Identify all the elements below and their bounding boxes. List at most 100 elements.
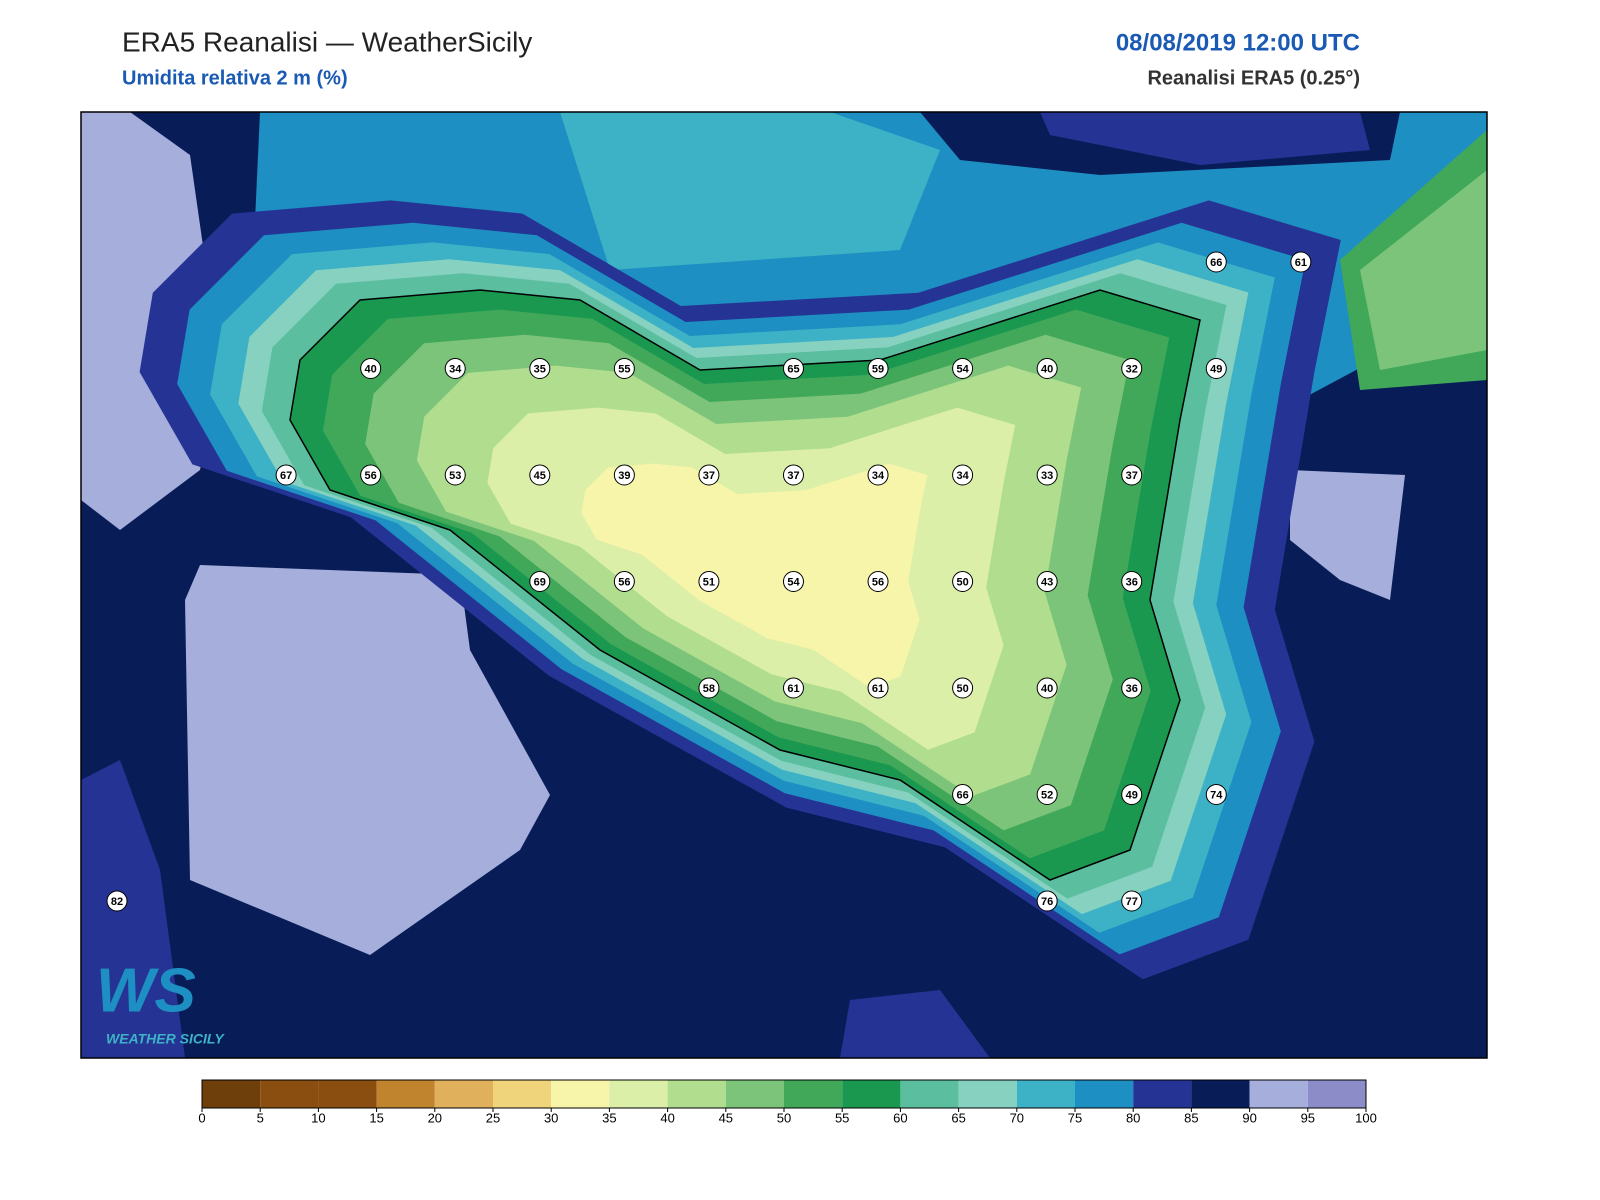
colorbar-tick-label: 30 (544, 1110, 558, 1125)
grid-value: 58 (703, 683, 715, 695)
logo-caption: WEATHER SICILY (106, 1031, 225, 1047)
grid-point (1205, 251, 1227, 273)
colorbar-tick-label: 60 (893, 1110, 907, 1125)
grid-point (1121, 677, 1143, 699)
grid-value: 56 (872, 576, 884, 588)
grid-point (952, 464, 974, 486)
grid-value: 61 (787, 683, 799, 695)
logo-mark: WS (96, 956, 196, 1025)
grid-value: 76 (1041, 896, 1053, 908)
colorbar-segment (260, 1080, 319, 1108)
colorbar-segment (318, 1080, 377, 1108)
grid-point (698, 571, 720, 592)
grid-point (698, 464, 720, 486)
grid-point (1290, 251, 1312, 273)
grid-point (1205, 358, 1227, 379)
grid-point (529, 358, 551, 379)
grid-point (1036, 571, 1058, 592)
colorbar-segment (551, 1080, 610, 1108)
grid-point (1121, 571, 1143, 592)
grid-value: 66 (956, 789, 968, 801)
colorbar-tick-label: 100 (1355, 1110, 1377, 1125)
grid-point (613, 571, 635, 592)
colorbar-segment (958, 1080, 1017, 1108)
grid-value: 51 (703, 576, 715, 588)
colorbar-tick-label: 0 (198, 1110, 205, 1125)
humidity-band (581, 463, 928, 688)
grid-point (1036, 784, 1058, 805)
map-frame (80, 111, 1488, 1059)
colorbar-tick-label: 25 (486, 1110, 500, 1125)
humid-area (1290, 470, 1405, 600)
grid-point (952, 677, 974, 699)
grid-value: 50 (956, 576, 968, 588)
colorbar-segment (1191, 1080, 1250, 1108)
grid-point (444, 358, 466, 379)
grid-value: 56 (365, 470, 377, 482)
colorbar-segment (434, 1080, 493, 1108)
grid-value: 45 (534, 470, 546, 482)
grid-point (1036, 358, 1058, 379)
grid-value: 34 (449, 363, 462, 375)
grid-value: 37 (787, 470, 799, 482)
colorbar-tick-label: 35 (602, 1110, 616, 1125)
grid-value: 65 (787, 363, 799, 375)
grid-value: 53 (449, 470, 461, 482)
colorbar-segment (784, 1080, 843, 1108)
grid-value: 40 (365, 363, 377, 375)
grid-value: 67 (280, 470, 292, 482)
grid-value: 43 (1041, 576, 1053, 588)
colorbar-tick-label: 40 (660, 1110, 674, 1125)
grid-point (698, 677, 720, 699)
grid-point (952, 571, 974, 592)
grid-value: 49 (1210, 363, 1222, 375)
colorbar-segment (1307, 1080, 1366, 1108)
grid-point (1205, 784, 1227, 805)
grid-point (782, 358, 804, 379)
grid-point (1121, 464, 1143, 486)
grid-value: 54 (956, 363, 969, 375)
humid-area (81, 760, 185, 1058)
grid-point (867, 358, 889, 379)
humid-area (1040, 112, 1370, 165)
grid-value: 59 (872, 363, 884, 375)
grid-point (106, 890, 128, 912)
colorbar-tick-label: 70 (1010, 1110, 1024, 1125)
colorbar-segment (609, 1080, 668, 1108)
coastline (289, 289, 1201, 881)
grid-value: 50 (956, 683, 968, 695)
colorbar-tick-label: 20 (428, 1110, 442, 1125)
grid-point (360, 358, 382, 379)
map: 66 61 40 34 35 55 65 59 54 40 32 49 67 56 53 45 39 37 37 34… (81, 112, 1487, 1058)
title: ERA5 Reanalisi — WeatherSicily (122, 26, 532, 57)
colorbar-segment (725, 1080, 784, 1108)
grid-point (782, 571, 804, 592)
logo: WS WEATHER SICILY (96, 956, 225, 1046)
colorbar-tick-label: 55 (835, 1110, 849, 1125)
colorbar-tick-label: 5 (257, 1110, 264, 1125)
grid-point (782, 464, 804, 486)
source: Reanalisi ERA5 (0.25°) (1147, 67, 1360, 89)
colorbar: 0 5 10 15 20 25 30 35 40 45 50 55 60 65 70 75 80 85 90 95 10… (198, 1079, 1377, 1125)
grid-value: 52 (1041, 789, 1053, 801)
colorbar-tick-label: 15 (369, 1110, 383, 1125)
colorbar-tick-label: 95 (1301, 1110, 1315, 1125)
grid-value: 61 (1295, 257, 1307, 269)
colorbar-tick-label: 10 (311, 1110, 325, 1125)
grid-point (1121, 890, 1143, 912)
colorbar-segment (1133, 1080, 1192, 1108)
subtitle: Umidita relativa 2 m (%) (122, 67, 348, 89)
grid-value: 39 (618, 470, 630, 482)
grid-value: 34 (956, 470, 969, 482)
colorbar-tick-label: 80 (1126, 1110, 1140, 1125)
date: 08/08/2019 12:00 UTC (1116, 29, 1360, 56)
grid-value: 40 (1041, 363, 1053, 375)
colorbar-segment (667, 1080, 726, 1108)
grid-value: 37 (703, 470, 715, 482)
grid-point (1036, 677, 1058, 699)
colorbar-tick-label: 50 (777, 1110, 791, 1125)
humid-area (185, 565, 550, 955)
colorbar-segment (1075, 1080, 1134, 1108)
